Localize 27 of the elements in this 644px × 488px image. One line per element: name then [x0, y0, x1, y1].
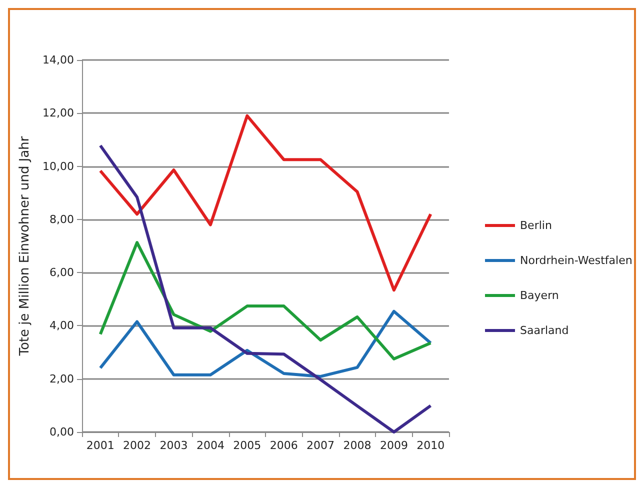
line-series: [98, 241, 432, 360]
x-tick-label: 2001: [86, 439, 114, 452]
legend-label: Bayern: [520, 289, 559, 302]
x-tick-label: 2009: [380, 439, 408, 452]
y-tick-label: 0,00: [50, 426, 74, 438]
x-tick-label: 2008: [343, 439, 372, 452]
x-tick-label: 2002: [123, 439, 152, 452]
y-tick-label: 10,00: [42, 160, 74, 173]
y-tick-label: 6,00: [50, 266, 74, 280]
x-tick-label: 2004: [196, 439, 224, 452]
y-axis-title: Tote je Million Einwohner und Jahr: [18, 136, 33, 357]
line-series: [98, 144, 432, 434]
legend-label: Saarland: [520, 324, 569, 337]
y-tick-label: 4,00: [50, 319, 74, 332]
line-series: [98, 310, 432, 378]
x-tick-label: 2003: [160, 439, 188, 452]
legend-label: Nordrhein-Westfalen: [520, 254, 632, 267]
y-tick-label: 2,00: [50, 372, 74, 386]
y-tick-label: 8,00: [50, 212, 74, 226]
x-tick-label: 2010: [416, 439, 445, 452]
y-tick-label: 12,00: [42, 106, 74, 120]
legend-label: Berlin: [520, 219, 552, 232]
line-series: [98, 114, 432, 292]
x-tick-label: 2006: [270, 439, 298, 452]
x-tick-label: 2007: [306, 439, 335, 452]
x-tick-label: 2005: [233, 439, 262, 452]
y-tick-label: 14,00: [42, 54, 74, 66]
